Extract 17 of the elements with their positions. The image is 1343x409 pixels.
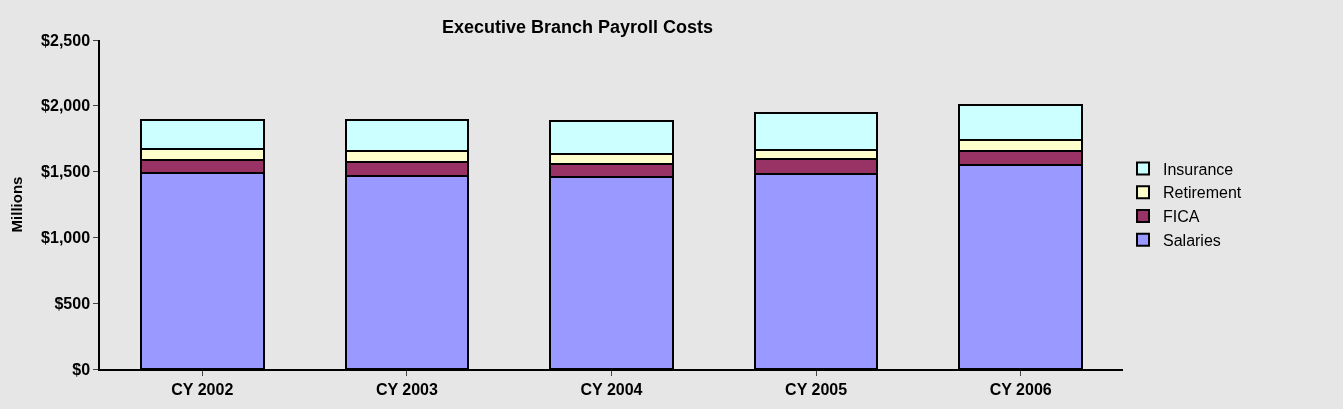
x-tick-label: CY 2003	[375, 380, 438, 398]
y-tick-label: $1,000	[41, 229, 91, 246]
chart-title: Executive Branch Payroll Costs	[441, 17, 714, 38]
legend-label: Salaries	[1163, 232, 1221, 250]
y-tick-label: $2,000	[41, 97, 91, 115]
y-tick-label: $500	[54, 294, 91, 312]
x-tick-label: CY 2004	[580, 380, 643, 398]
legend-label: FICA	[1163, 208, 1200, 226]
legend-label: Insurance	[1163, 160, 1234, 178]
y-tick-label: $0	[72, 360, 91, 378]
x-tick-label: CY 2005	[785, 380, 848, 398]
y-tick-label: $1,500	[41, 163, 91, 181]
x-tick-label: CY 2002	[171, 380, 234, 398]
legend-label: Retirement	[1163, 184, 1242, 202]
x-tick-label: CY 2006	[989, 380, 1052, 398]
y-axis-title: Millions	[7, 176, 25, 233]
y-tick-label: $2,500	[41, 31, 91, 49]
